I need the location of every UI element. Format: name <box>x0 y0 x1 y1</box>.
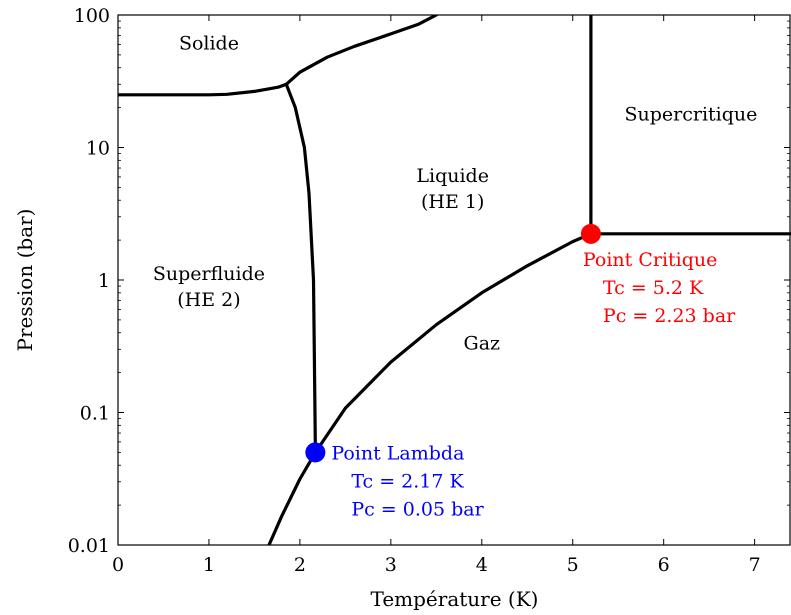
critical-point-marker <box>580 223 601 244</box>
x-tick-label: 0 <box>112 554 124 576</box>
y-axis-label: Pression (bar) <box>13 209 37 352</box>
x-tick-label: 1 <box>203 554 215 576</box>
x-tick-label: 4 <box>476 554 488 576</box>
x-tick-label: 2 <box>294 554 306 576</box>
curve-vaporization <box>267 232 593 545</box>
region-label-solid: Solide <box>179 32 239 54</box>
region-labels: Solide Supercritique Liquide (HE 1) Superflu… <box>153 32 758 354</box>
lambda-point-marker <box>305 442 326 463</box>
curve-lambda <box>284 82 317 454</box>
x-axis-label: Température (K) <box>371 587 539 611</box>
x-tick-label: 6 <box>658 554 670 576</box>
y-tick-label: 100 <box>74 5 110 27</box>
y-tick-label: 1 <box>98 270 110 292</box>
curve-solid_upper <box>284 15 438 86</box>
y-tick-label: 0.01 <box>68 535 110 557</box>
region-label-supercritical: Supercritique <box>625 103 758 125</box>
x-tick-label: 7 <box>749 554 761 576</box>
phase-curves <box>118 15 791 545</box>
y-tick-label: 10 <box>86 138 110 160</box>
region-label-superfluid: Superfluide (HE 2) <box>153 263 265 311</box>
critical-point-annotation: Point Critique Tc = 5.2 K Pc = 2.23 bar <box>583 249 736 327</box>
lambda-point-annotation: Point Lambda Tc = 2.17 K Pc = 0.05 bar <box>331 442 484 520</box>
y-axis-ticks: 0.01 0.1 1 10 100 <box>68 5 790 557</box>
special-points: Point Lambda Tc = 2.17 K Pc = 0.05 bar Poin… <box>305 223 736 520</box>
region-label-liquid: Liquide (HE 1) <box>416 165 489 213</box>
x-tick-label: 5 <box>567 554 579 576</box>
region-label-gas: Gaz <box>464 332 501 354</box>
x-tick-label: 3 <box>385 554 397 576</box>
curve-melting <box>118 82 288 97</box>
y-tick-label: 0.1 <box>80 403 110 425</box>
x-axis-ticks: 0 1 2 3 4 5 6 7 <box>112 15 761 576</box>
